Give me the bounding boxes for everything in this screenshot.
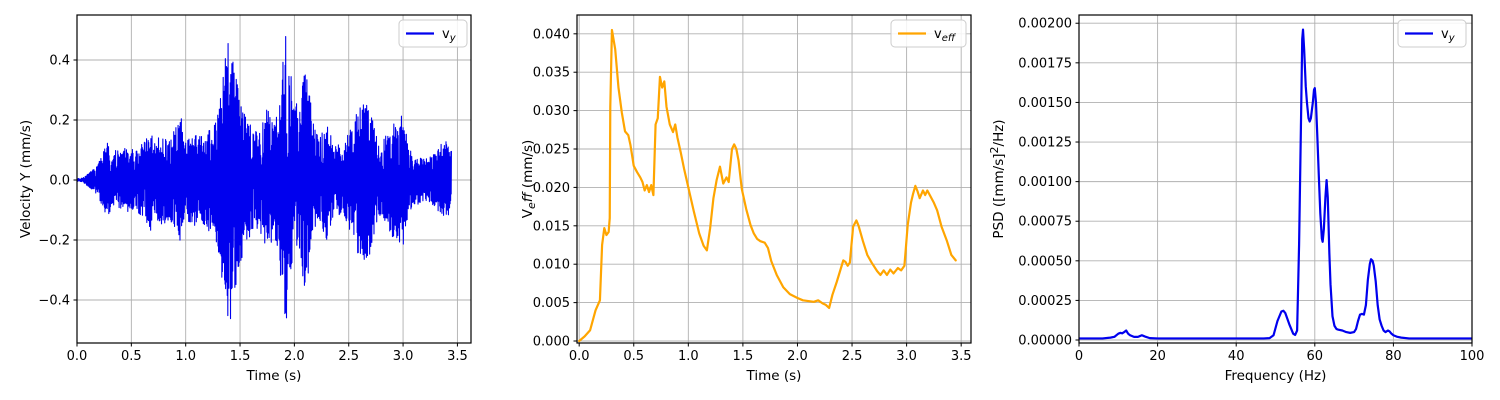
veff-time-chart: 0.0 0.5 1.0 1.5 2.0 2.5 3.0 3.5 0.000 0.005 0.010 0…: [520, 14, 972, 384]
velocity-time-ytick-label: 0.4: [49, 54, 70, 69]
veff-time-xtick-label: 1.5: [733, 349, 754, 364]
veff-time-xaxis-label: Time (s): [746, 368, 802, 384]
psd-frequency-spines: [1078, 14, 1473, 344]
veff-time-grid: [577, 15, 971, 343]
velocity-time-ytick-label: 0.2: [49, 114, 70, 129]
veff-time-ytick-label: 0.035: [533, 66, 570, 81]
veff-time-ytick-label: 0.000: [533, 335, 570, 350]
veff-time-ytick-label: 0.025: [533, 143, 570, 158]
velocity-time-legend: vy: [398, 19, 468, 48]
psd-frequency-chart: 0 20 40 60 80 100 0.00000 0.00025 0.00050 0.00075…: [988, 14, 1484, 384]
velocity-time-tick-labels: 0.0 0.5 1.0 1.5 2.0 2.5 3.0 3.5 −0.4 −0.2 0.0 0.2 0.…: [38, 54, 467, 364]
psd-frequency-ytick-label: 0.00125: [1018, 136, 1072, 151]
veff-time-ytick-label: 0.015: [533, 219, 570, 234]
velocity-time-chart: 0.0 0.5 1.0 1.5 2.0 2.5 3.0 3.5 −0.4 −0.2 0.0 0.2 0.…: [18, 14, 472, 384]
velocity-time-xtick-label: 0.5: [121, 349, 142, 364]
psd-frequency-legend: vy: [1397, 19, 1467, 48]
velocity-time-xtick-label: 2.5: [338, 349, 359, 364]
velocity-time-ytick-label: −0.2: [38, 234, 70, 249]
psd-frequency-ytick-label: 0.00050: [1018, 254, 1072, 269]
velocity-time-series-line: [77, 35, 452, 320]
veff-time-spines: [576, 14, 972, 344]
veff-time-series-line: [578, 28, 957, 343]
veff-time-xtick-label: 2.5: [842, 349, 863, 364]
velocity-time-legend-label: vy: [442, 27, 457, 44]
velocity-time-xtick-label: 1.0: [175, 349, 196, 364]
psd-frequency-grid: [1078, 15, 1473, 343]
psd-frequency-ytick-label: 0.00000: [1018, 334, 1072, 349]
psd-frequency-ytick-label: 0.00175: [1018, 56, 1072, 71]
psd-frequency-xaxis-label: Frequency (Hz): [1225, 368, 1327, 384]
psd-frequency-legend-label: vy: [1441, 27, 1456, 44]
psd-frequency-xtick-label: 40: [1228, 349, 1245, 364]
velocity-time-xtick-label: 1.5: [230, 349, 251, 364]
veff-time-legend-label: veff: [934, 27, 957, 44]
velocity-time-xtick-label: 3.5: [447, 349, 468, 364]
veff-time-xtick-label: 0.0: [569, 349, 590, 364]
psd-frequency-xtick-label: 60: [1307, 349, 1324, 364]
velocity-time-xtick-label: 2.0: [284, 349, 305, 364]
psd-frequency-xtick-label: 20: [1149, 349, 1166, 364]
veff-time-ytick-label: 0.020: [533, 181, 570, 196]
psd-frequency-xtick-label: 100: [1460, 349, 1485, 364]
veff-time-yaxis-label: Veff (mm/s): [520, 140, 538, 219]
velocity-time-xtick-label: 3.0: [393, 349, 414, 364]
veff-time-legend-box: [890, 19, 967, 48]
velocity-time-ytick-label: −0.4: [38, 294, 70, 309]
veff-time-ticks: [573, 33, 962, 347]
veff-time-legend: veff: [890, 19, 967, 48]
psd-frequency-ytick-label: 0.00200: [1018, 17, 1072, 32]
veff-time-xtick-label: 3.5: [951, 349, 972, 364]
psd-frequency-ytick-label: 0.00100: [1018, 175, 1072, 190]
veff-time-xtick-label: 2.0: [787, 349, 808, 364]
psd-frequency-series-line: [1079, 28, 1472, 340]
veff-time-xtick-label: 3.0: [896, 349, 917, 364]
veff-time-ytick-label: 0.010: [533, 258, 570, 273]
velocity-time-ytick-label: 0.0: [49, 174, 70, 189]
psd-frequency-xtick-label: 80: [1385, 349, 1402, 364]
veff-time-ytick-label: 0.030: [533, 104, 570, 119]
velocity-time-xtick-label: 0.0: [67, 349, 88, 364]
veff-time-ytick-label: 0.005: [533, 296, 570, 311]
velocity-time-xaxis-label: Time (s): [246, 368, 302, 384]
psd-frequency-xtick-label: 0: [1075, 349, 1083, 364]
psd-frequency-ytick-label: 0.00025: [1018, 294, 1072, 309]
psd-frequency-yaxis-label: PSD ([mm/s]2/Hz): [988, 119, 1007, 238]
velocity-time-spines: [76, 14, 472, 344]
psd-frequency-ticks: [1075, 22, 1473, 347]
veff-time-xtick-label: 1.0: [678, 349, 699, 364]
velocity-time-ticks: [73, 59, 458, 347]
veff-time-tick-labels: 0.0 0.5 1.0 1.5 2.0 2.5 3.0 3.5 0.000 0.005 0.010 0…: [533, 27, 972, 364]
velocity-time-yaxis-label: Velocity Y (mm/s): [18, 120, 34, 238]
psd-frequency-tick-labels: 0 20 40 60 80 100 0.00000 0.00025 0.00050 0.00075…: [1018, 17, 1484, 364]
psd-frequency-ytick-label: 0.00075: [1018, 215, 1072, 230]
psd-frequency-ytick-label: 0.00150: [1018, 96, 1072, 111]
veff-time-xtick-label: 0.5: [623, 349, 644, 364]
veff-time-ytick-label: 0.040: [533, 27, 570, 42]
